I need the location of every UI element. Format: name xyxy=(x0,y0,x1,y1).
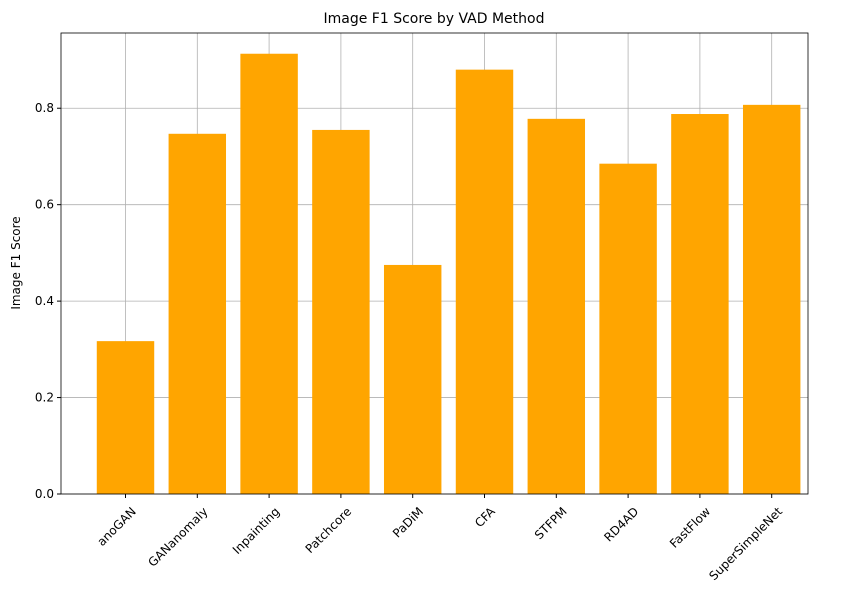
bars xyxy=(96,53,801,495)
x-tick-label: RD4AD xyxy=(601,504,641,544)
x-tick-label: GANanomaly xyxy=(145,504,210,569)
bar xyxy=(742,104,801,495)
bar xyxy=(527,118,586,495)
x-tick-label: Patchcore xyxy=(303,504,355,556)
bar xyxy=(455,69,514,495)
y-tick-label: 0.6 xyxy=(35,198,54,212)
x-tick-label: Inpainting xyxy=(230,504,283,557)
y-axis-label: Image F1 Score xyxy=(9,216,23,309)
bar xyxy=(599,163,657,494)
bar xyxy=(312,129,370,495)
x-tick-label: STFPM xyxy=(532,504,570,542)
y-tick-label: 0.4 xyxy=(35,294,54,308)
y-tick-label: 0.0 xyxy=(35,487,54,501)
bar xyxy=(240,53,298,495)
y-tick-label: 0.2 xyxy=(35,391,54,405)
x-tick-label: CFA xyxy=(472,504,498,530)
chart-title: Image F1 Score by VAD Method xyxy=(324,11,545,27)
x-tick-label: FastFlow xyxy=(667,504,713,550)
bar xyxy=(671,114,729,495)
x-tick-label: anoGAN xyxy=(94,504,138,548)
bar xyxy=(96,341,155,494)
plot-frame xyxy=(60,32,809,495)
y-tick-label: 0.8 xyxy=(35,101,54,115)
bar xyxy=(383,264,442,494)
x-tick-label: PaDiM xyxy=(390,504,426,540)
bar xyxy=(168,133,227,494)
x-tick-label: SuperSimpleNet xyxy=(706,504,785,583)
